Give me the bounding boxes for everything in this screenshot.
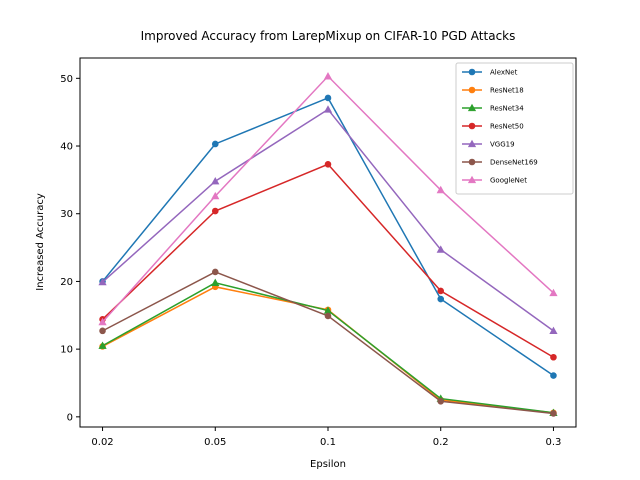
legend-label: ResNet50 bbox=[490, 123, 524, 131]
legend-swatch-marker bbox=[468, 122, 476, 130]
data-point-alexnet bbox=[437, 295, 445, 303]
y-tick-label: 10 bbox=[60, 345, 73, 356]
series-alexnet bbox=[99, 94, 557, 379]
data-point-densenet169 bbox=[437, 397, 445, 405]
y-tick-label: 40 bbox=[60, 142, 73, 153]
legend-swatch-marker bbox=[467, 103, 477, 112]
legend-item-vgg19: VGG19 bbox=[462, 139, 515, 149]
data-point-vgg19 bbox=[323, 105, 333, 113]
data-point-resnet50 bbox=[324, 160, 332, 168]
data-point-googlenet bbox=[436, 185, 445, 194]
legend-item-resnet50: ResNet50 bbox=[462, 123, 524, 131]
legend-swatch-marker bbox=[468, 86, 476, 94]
series-resnet18 bbox=[99, 283, 557, 417]
data-point-densenet169 bbox=[99, 327, 106, 335]
data-point-resnet34 bbox=[211, 278, 220, 286]
series-line-resnet18 bbox=[102, 286, 554, 414]
x-tick-label: 0.02 bbox=[91, 437, 113, 448]
data-point-densenet169 bbox=[550, 410, 557, 417]
data-point-alexnet bbox=[211, 140, 219, 148]
legend-box bbox=[455, 62, 574, 195]
data-point-densenet169 bbox=[324, 312, 332, 320]
legend-label: VGG19 bbox=[490, 141, 515, 149]
x-axis-label: Epsilon bbox=[310, 459, 346, 470]
legend-item-resnet34: ResNet34 bbox=[462, 103, 524, 113]
legend-label: AlexNet bbox=[490, 69, 518, 77]
legend-item-alexnet: AlexNet bbox=[462, 69, 518, 77]
x-tick-label: 0.2 bbox=[433, 437, 449, 448]
legend-item-googlenet: GoogleNet bbox=[462, 175, 527, 185]
legend-label: DenseNet169 bbox=[490, 159, 538, 167]
data-point-googlenet bbox=[549, 288, 558, 297]
y-axis-label: Increased Accuracy bbox=[35, 193, 46, 291]
legend-item-densenet169: DenseNet169 bbox=[462, 159, 538, 167]
x-tick-label: 0.1 bbox=[320, 437, 336, 448]
data-point-resnet50 bbox=[437, 287, 445, 295]
data-point-alexnet bbox=[324, 94, 332, 102]
data-point-resnet50 bbox=[211, 207, 219, 215]
data-point-alexnet bbox=[550, 372, 557, 379]
series-densenet169 bbox=[99, 268, 557, 417]
data-point-googlenet bbox=[211, 191, 220, 200]
series-line-resnet34 bbox=[102, 281, 554, 414]
data-point-vgg19 bbox=[211, 177, 220, 185]
x-tick-label: 0.05 bbox=[204, 437, 226, 448]
data-point-vgg19 bbox=[549, 326, 558, 335]
series-googlenet bbox=[98, 72, 558, 326]
series-vgg19 bbox=[98, 105, 558, 335]
legend: AlexNet ResNet18 ResNet34 ResNet50 VGG19 Dens… bbox=[455, 62, 574, 195]
series-line-densenet169 bbox=[102, 271, 554, 415]
legend-label: ResNet34 bbox=[490, 105, 524, 113]
data-point-densenet169 bbox=[211, 268, 219, 276]
data-point-vgg19 bbox=[98, 277, 107, 286]
y-tick-label: 0 bbox=[67, 412, 73, 423]
legend-swatch-marker bbox=[468, 158, 476, 166]
legend-label: GoogleNet bbox=[490, 177, 527, 185]
data-point-resnet50 bbox=[550, 353, 557, 361]
legend-swatch-marker bbox=[467, 139, 477, 148]
legend-swatch-marker bbox=[467, 175, 477, 184]
chart-title: Improved Accuracy from LarepMixup on CIF… bbox=[141, 29, 516, 43]
data-point-googlenet bbox=[323, 72, 333, 80]
series-resnet34 bbox=[98, 278, 558, 416]
data-point-resnet34 bbox=[98, 341, 107, 349]
plot-area: 0.02 0.05 0.1 0.2 0.3 0 10 20 30 40 50 bbox=[60, 57, 577, 448]
x-tick-label: 0.3 bbox=[546, 437, 562, 448]
data-point-vgg19 bbox=[436, 245, 445, 253]
legend-label: ResNet18 bbox=[490, 87, 524, 95]
y-tick-label: 50 bbox=[60, 74, 73, 85]
legend-swatch-marker bbox=[468, 68, 476, 76]
data-point-googlenet bbox=[98, 317, 107, 326]
y-tick-label: 30 bbox=[60, 209, 73, 220]
y-tick-label: 20 bbox=[60, 277, 73, 288]
legend-item-resnet18: ResNet18 bbox=[462, 87, 524, 95]
